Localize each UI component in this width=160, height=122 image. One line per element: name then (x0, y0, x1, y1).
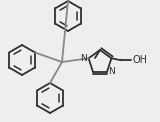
Text: OH: OH (132, 55, 147, 65)
Text: N: N (80, 54, 87, 63)
Text: N: N (108, 67, 115, 76)
